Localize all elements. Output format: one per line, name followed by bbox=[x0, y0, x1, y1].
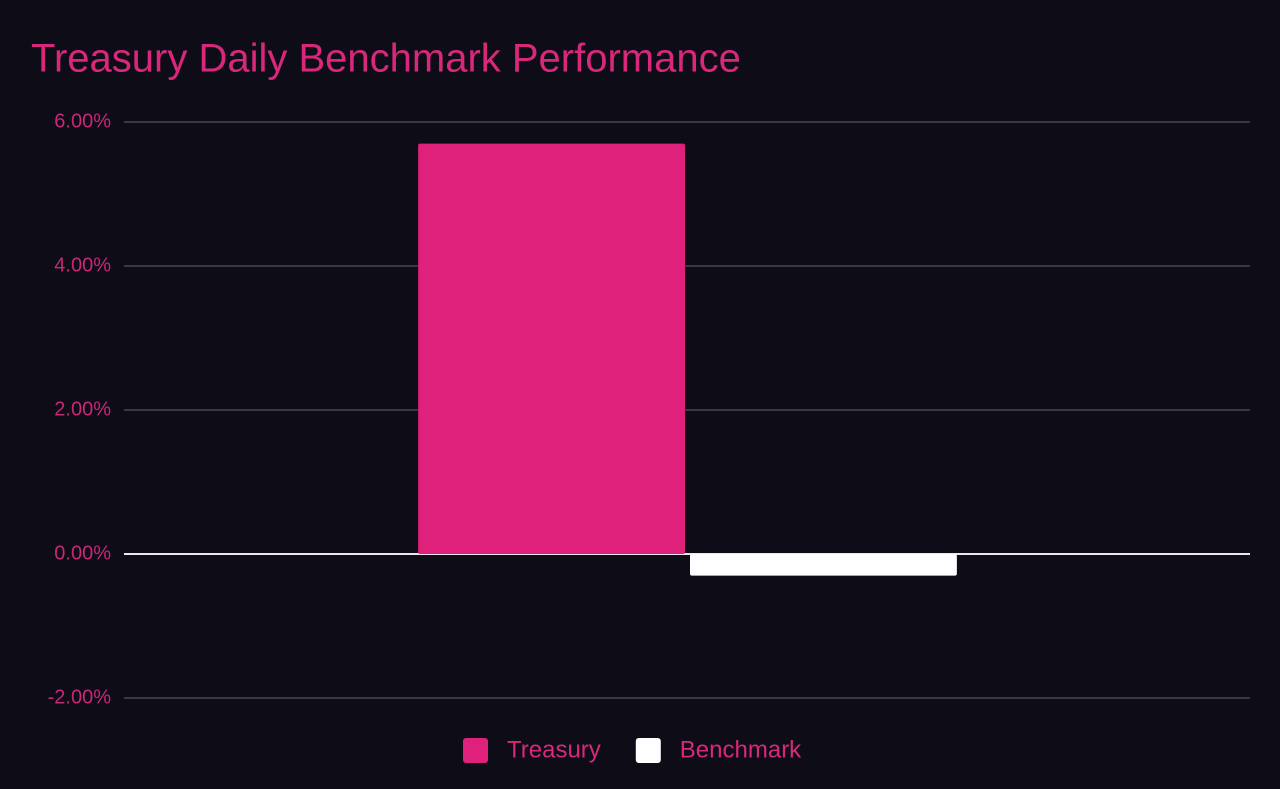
legend-swatch[interactable] bbox=[635, 738, 661, 763]
legend-label[interactable]: Treasury bbox=[507, 736, 601, 763]
y-tick-label: 0.00% bbox=[54, 542, 111, 564]
chart-title: Treasury Daily Benchmark Performance bbox=[31, 37, 741, 81]
bar bbox=[418, 143, 685, 554]
y-tick-label: 2.00% bbox=[54, 398, 111, 420]
y-tick-label: -2.00% bbox=[48, 686, 112, 708]
bar bbox=[690, 554, 957, 576]
legend-swatch[interactable] bbox=[463, 738, 488, 763]
y-tick-label: 4.00% bbox=[54, 254, 111, 276]
y-tick-label: 6.00% bbox=[54, 110, 111, 132]
legend-label[interactable]: Benchmark bbox=[680, 736, 802, 763]
